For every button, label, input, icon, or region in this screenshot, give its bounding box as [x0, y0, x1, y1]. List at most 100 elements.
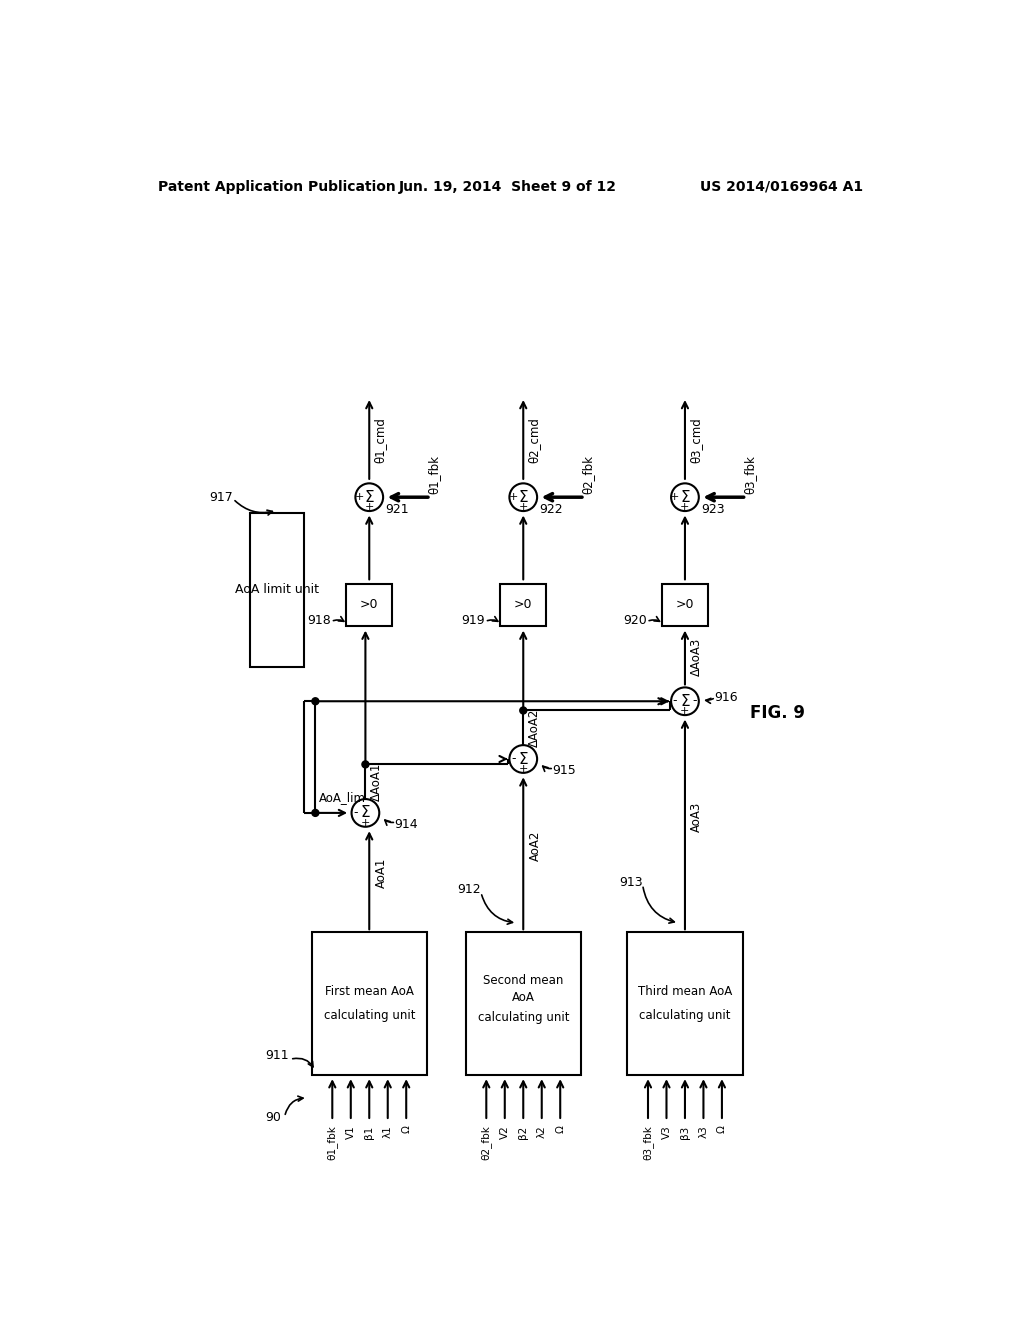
Text: θ3_fbk: θ3_fbk	[642, 1126, 653, 1160]
Text: θ3_fbk: θ3_fbk	[743, 455, 756, 494]
Circle shape	[509, 483, 538, 511]
Text: +: +	[365, 502, 374, 512]
Text: 923: 923	[701, 503, 725, 516]
Text: Second mean: Second mean	[483, 974, 563, 987]
Text: >0: >0	[676, 598, 694, 611]
Text: 921: 921	[385, 503, 409, 516]
Bar	[628, 932, 742, 1074]
Text: β3: β3	[680, 1126, 690, 1139]
Text: 920: 920	[623, 614, 647, 627]
Text: Ω: Ω	[717, 1126, 727, 1134]
FancyArrowPatch shape	[543, 766, 551, 771]
Text: Σ: Σ	[680, 490, 690, 504]
Text: +: +	[680, 706, 689, 717]
Circle shape	[671, 688, 698, 715]
Text: 913: 913	[620, 875, 643, 888]
Text: 914: 914	[394, 818, 418, 832]
Text: 912: 912	[458, 883, 481, 896]
Text: AoA: AoA	[512, 991, 535, 1003]
Text: θ3_cmd: θ3_cmd	[689, 417, 702, 463]
Text: AoA3: AoA3	[690, 801, 703, 832]
FancyArrowPatch shape	[293, 1059, 313, 1067]
Text: 919: 919	[462, 614, 485, 627]
Text: λ1: λ1	[383, 1126, 393, 1138]
FancyArrowPatch shape	[706, 698, 714, 704]
Text: AoA1: AoA1	[375, 858, 388, 888]
Text: θ2_fbk: θ2_fbk	[582, 455, 595, 494]
Text: Jun. 19, 2014  Sheet 9 of 12: Jun. 19, 2014 Sheet 9 of 12	[399, 180, 616, 194]
FancyArrowPatch shape	[334, 616, 344, 622]
Text: Σ: Σ	[365, 490, 374, 504]
Text: AoA2: AoA2	[528, 830, 542, 861]
Text: β2: β2	[518, 1126, 528, 1139]
Text: 911: 911	[265, 1049, 289, 1063]
Text: θ1_fbk: θ1_fbk	[427, 455, 440, 494]
Text: AoA limit unit: AoA limit unit	[234, 583, 318, 597]
FancyArrowPatch shape	[487, 616, 498, 622]
Text: calculating unit: calculating unit	[324, 1008, 415, 1022]
Circle shape	[355, 483, 383, 511]
Text: V2: V2	[500, 1126, 510, 1139]
Text: β1: β1	[365, 1126, 374, 1139]
FancyArrowPatch shape	[234, 500, 272, 515]
Circle shape	[509, 744, 538, 774]
Text: Σ: Σ	[518, 751, 528, 767]
Text: +: +	[509, 492, 518, 502]
Text: ΔAoA3: ΔAoA3	[689, 638, 702, 676]
Text: -: -	[673, 694, 677, 708]
Text: ΔAoA2: ΔAoA2	[528, 709, 541, 747]
Circle shape	[361, 760, 369, 768]
Text: +: +	[680, 502, 689, 512]
Text: 917: 917	[209, 491, 232, 504]
Text: 916: 916	[714, 690, 737, 704]
Text: US 2014/0169964 A1: US 2014/0169964 A1	[699, 180, 863, 194]
Text: θ1_cmd: θ1_cmd	[374, 417, 387, 463]
Bar	[500, 583, 547, 626]
FancyArrowPatch shape	[385, 820, 393, 825]
Circle shape	[312, 809, 318, 816]
Text: -: -	[353, 807, 357, 820]
Bar	[311, 932, 427, 1074]
Text: -: -	[692, 694, 697, 708]
Circle shape	[351, 799, 379, 826]
Text: calculating unit: calculating unit	[639, 1008, 731, 1022]
Text: 915: 915	[552, 764, 575, 777]
Text: θ2_fbk: θ2_fbk	[481, 1126, 492, 1160]
Text: >0: >0	[360, 598, 379, 611]
Text: Ω: Ω	[401, 1126, 412, 1134]
FancyArrowPatch shape	[481, 895, 512, 924]
Text: V3: V3	[662, 1126, 672, 1139]
Text: Third mean AoA: Third mean AoA	[638, 986, 732, 998]
Text: FIG. 9: FIG. 9	[750, 704, 805, 722]
Text: V1: V1	[346, 1126, 355, 1139]
FancyArrowPatch shape	[649, 616, 659, 622]
Text: +: +	[360, 818, 370, 828]
Bar	[466, 932, 581, 1074]
Text: Σ: Σ	[680, 694, 690, 709]
Text: -: -	[511, 752, 515, 766]
Text: +: +	[354, 492, 364, 502]
Text: +: +	[671, 492, 680, 502]
Text: Patent Application Publication: Patent Application Publication	[158, 180, 395, 194]
Text: First mean AoA: First mean AoA	[325, 986, 414, 998]
FancyArrowPatch shape	[286, 1096, 303, 1114]
Text: λ3: λ3	[698, 1126, 709, 1138]
Text: ΔAoA1: ΔAoA1	[370, 763, 383, 801]
Text: Ω: Ω	[555, 1126, 565, 1134]
Text: 90: 90	[265, 1110, 281, 1123]
Circle shape	[312, 698, 318, 705]
FancyArrowPatch shape	[643, 887, 674, 923]
Text: 918: 918	[307, 614, 331, 627]
Text: calculating unit: calculating unit	[477, 1011, 569, 1024]
Text: +: +	[518, 764, 528, 774]
Text: θ1_fbk: θ1_fbk	[327, 1126, 338, 1160]
Text: λ2: λ2	[537, 1126, 547, 1138]
Circle shape	[520, 708, 526, 714]
Text: θ2_cmd: θ2_cmd	[528, 417, 541, 463]
Circle shape	[671, 483, 698, 511]
Text: AoA_lim: AoA_lim	[319, 791, 367, 804]
Text: +: +	[518, 502, 528, 512]
Bar	[346, 583, 392, 626]
Text: Σ: Σ	[360, 805, 371, 821]
Text: Σ: Σ	[518, 490, 528, 504]
